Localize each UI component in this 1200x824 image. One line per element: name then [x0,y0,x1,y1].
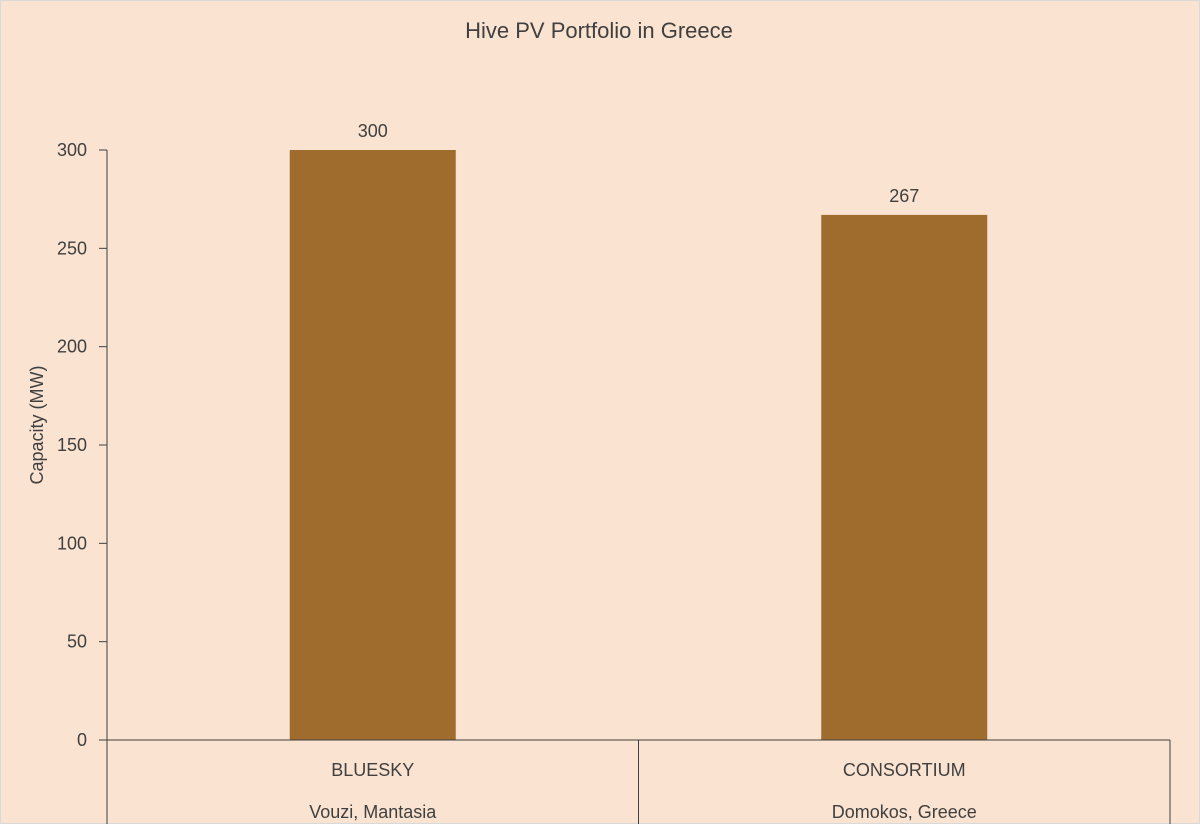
y-tick-label: 100 [57,533,87,553]
y-tick-label: 0 [77,730,87,750]
y-tick-label: 200 [57,337,87,357]
y-tick-label: 250 [57,238,87,258]
bar [821,214,988,740]
y-tick-label: 300 [57,140,87,160]
category-label: CONSORTIUM [843,760,966,780]
category-labels: BLUESKY Vouzi, Mantasia CONSORTIUM Domokos,… [309,760,977,822]
data-label: 267 [889,186,919,206]
bars [289,150,988,740]
y-axis-label: Capacity (MW) [27,365,47,484]
data-label: 300 [358,121,388,141]
category-label: BLUESKY [331,760,414,780]
y-tick-label: 150 [57,435,87,455]
data-labels: 300 267 [358,121,920,206]
y-tick-label: 50 [67,632,87,652]
subcategory-label: Domokos, Greece [832,802,977,822]
bar [289,150,456,740]
chart-title: Hive PV Portfolio in Greece [465,18,733,43]
subcategory-label: Vouzi, Mantasia [309,802,437,822]
y-axis-ticks: 0 50 100 150 200 250 300 [57,140,107,750]
axes [106,150,1171,824]
